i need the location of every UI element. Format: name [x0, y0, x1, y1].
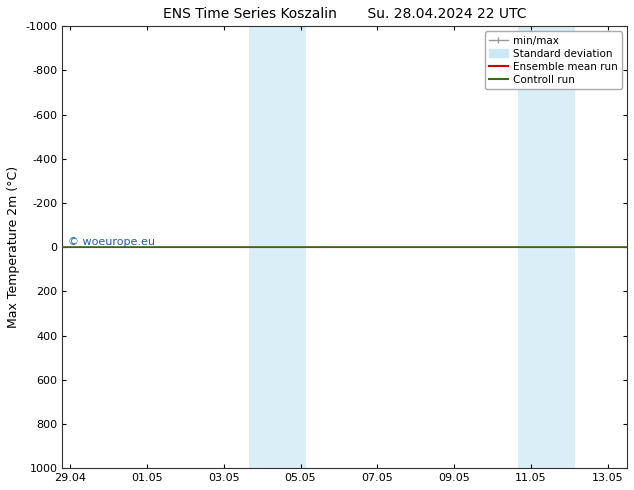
Bar — [276, 26, 306, 468]
Legend: min/max, Standard deviation, Ensemble mean run, Controll run: min/max, Standard deviation, Ensemble me… — [485, 31, 622, 89]
Bar — [249, 26, 276, 468]
Title: ENS Time Series Koszalin       Su. 28.04.2024 22 UTC: ENS Time Series Koszalin Su. 28.04.2024 … — [163, 7, 526, 21]
Text: © woeurope.eu: © woeurope.eu — [68, 237, 155, 247]
Y-axis label: Max Temperature 2m (°C): Max Temperature 2m (°C) — [7, 166, 20, 328]
Bar — [545, 26, 575, 468]
Bar — [517, 26, 545, 468]
